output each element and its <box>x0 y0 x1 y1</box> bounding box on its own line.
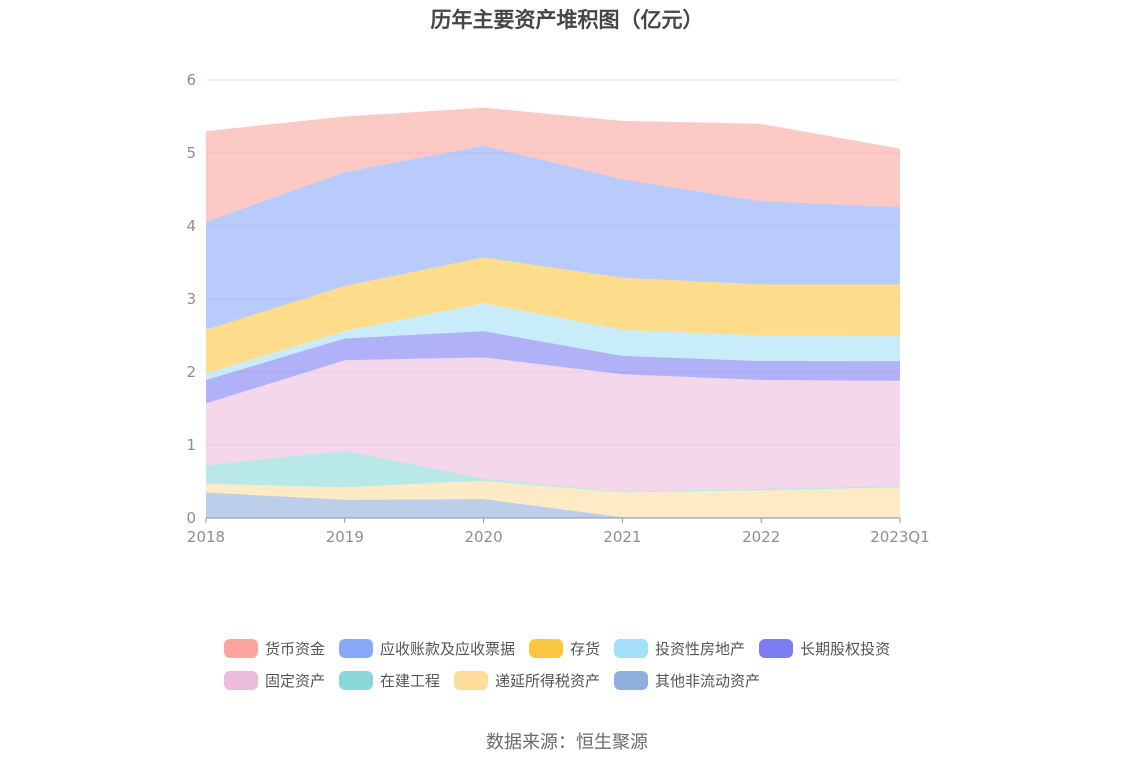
y-tick-label: 0 <box>186 509 196 527</box>
area-货币资金[interactable] <box>206 107 900 222</box>
legend-label: 存货 <box>570 639 601 658</box>
legend-label: 长期股权投资 <box>800 639 891 658</box>
axes: 0 1 2 3 4 5 6 2018 2019 2020 2021 2022 2023Q1 <box>186 71 929 546</box>
legend-swatch <box>529 638 564 658</box>
legend-label: 固定资产 <box>265 671 326 690</box>
x-tick-label: 2018 <box>187 528 225 546</box>
x-tick-label: 2020 <box>465 528 503 546</box>
area-固定资产[interactable] <box>206 357 900 492</box>
legend-row: 固定资产 在建工程 递延所得税资产 其他非流动资产 <box>224 664 944 696</box>
y-tick-label: 6 <box>186 71 196 89</box>
legend-swatch <box>339 638 374 658</box>
area-递延所得税资产[interactable] <box>206 480 900 518</box>
area-其他非流动资产[interactable] <box>206 492 900 518</box>
legend-item[interactable]: 货币资金 <box>224 638 325 659</box>
area-series <box>206 107 900 518</box>
legend-item[interactable]: 存货 <box>529 638 600 659</box>
legend-label: 应收账款及应收票据 <box>380 639 516 658</box>
area-在建工程[interactable] <box>206 450 900 493</box>
source-note: 数据来源：恒生聚源 <box>486 732 648 753</box>
legend-label: 货币资金 <box>265 639 326 658</box>
legend-label: 在建工程 <box>380 671 441 690</box>
y-tick-label: 3 <box>186 290 196 308</box>
legend-swatch <box>339 670 374 690</box>
area-应收账款及应收票据[interactable] <box>206 145 900 330</box>
legend-item[interactable]: 固定资产 <box>224 670 325 691</box>
legend-row: 货币资金 应收账款及应收票据 存货 投资性房地产 长期股权投资 <box>224 632 944 664</box>
legend-item[interactable]: 长期股权投资 <box>759 638 890 659</box>
x-tick-label: 2022 <box>742 528 780 546</box>
area-长期股权投资[interactable] <box>206 331 900 404</box>
area-投资性房地产[interactable] <box>206 303 900 380</box>
y-tick-label: 2 <box>186 363 196 381</box>
legend-item[interactable]: 投资性房地产 <box>614 638 745 659</box>
legend-label: 递延所得税资产 <box>495 671 601 690</box>
legend: 货币资金 应收账款及应收票据 存货 投资性房地产 长期股权投资固定资产 在建工程 递延所得税… <box>224 632 944 696</box>
y-tick-label: 1 <box>186 436 196 454</box>
legend-swatch <box>224 638 258 658</box>
legend-item[interactable]: 在建工程 <box>339 670 440 691</box>
legend-item[interactable]: 其他非流动资产 <box>614 670 760 691</box>
legend-label: 投资性房地产 <box>655 639 746 658</box>
y-tick-label: 5 <box>186 144 196 162</box>
x-tick-label: 2021 <box>603 528 641 546</box>
chart-title: 历年主要资产堆积图（亿元） <box>430 8 704 32</box>
legend-swatch <box>759 638 794 658</box>
legend-swatch <box>614 670 649 690</box>
legend-item[interactable]: 递延所得税资产 <box>454 670 600 691</box>
legend-swatch <box>454 670 489 690</box>
y-tick-label: 4 <box>186 217 196 235</box>
legend-swatch <box>224 670 258 690</box>
x-tick-label: 2023Q1 <box>870 528 930 546</box>
legend-item[interactable]: 应收账款及应收票据 <box>339 638 515 659</box>
x-tick-label: 2019 <box>326 528 364 546</box>
legend-swatch <box>614 638 649 658</box>
legend-label: 其他非流动资产 <box>655 671 761 690</box>
area-存货[interactable] <box>206 257 900 374</box>
